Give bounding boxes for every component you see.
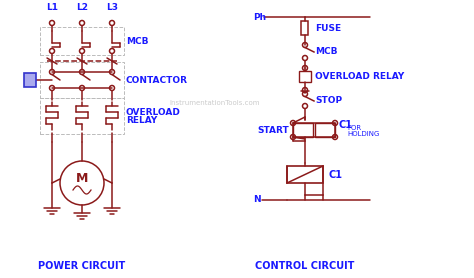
Text: FOR: FOR	[347, 125, 361, 131]
Text: N: N	[253, 195, 261, 205]
Text: L3: L3	[106, 3, 118, 11]
Text: FUSE: FUSE	[315, 24, 341, 33]
Text: L2: L2	[76, 3, 88, 11]
Text: POWER CIRCUIT: POWER CIRCUIT	[38, 261, 126, 271]
Bar	[287, 166, 323, 183]
Text: CONTROL CIRCUIT: CONTROL CIRCUIT	[255, 261, 355, 271]
Bar	[40, 27, 124, 55]
Text: MCB: MCB	[126, 36, 148, 46]
Text: C1: C1	[329, 170, 343, 180]
Text: InstrumentationTools.com: InstrumentationTools.com	[170, 100, 260, 106]
Bar	[40, 62, 124, 98]
Text: STOP: STOP	[315, 96, 342, 105]
Text: CONTACTOR: CONTACTOR	[126, 76, 188, 85]
Text: RELAY: RELAY	[126, 115, 157, 125]
Text: L1: L1	[46, 3, 58, 11]
Bar	[301, 21, 309, 35]
Bar	[24, 73, 36, 87]
Bar	[293, 123, 313, 137]
Bar	[315, 123, 335, 137]
Text: OVERLOAD RELAY: OVERLOAD RELAY	[315, 72, 404, 81]
Text: HOLDING: HOLDING	[347, 131, 379, 137]
Text: START: START	[257, 125, 289, 135]
Text: M: M	[76, 172, 88, 185]
Bar	[40, 98, 124, 134]
Text: Ph: Ph	[253, 13, 266, 21]
Text: C1: C1	[339, 120, 353, 130]
Bar	[299, 71, 311, 82]
Text: OVERLOAD: OVERLOAD	[126, 108, 181, 116]
Text: MCB: MCB	[315, 47, 337, 56]
